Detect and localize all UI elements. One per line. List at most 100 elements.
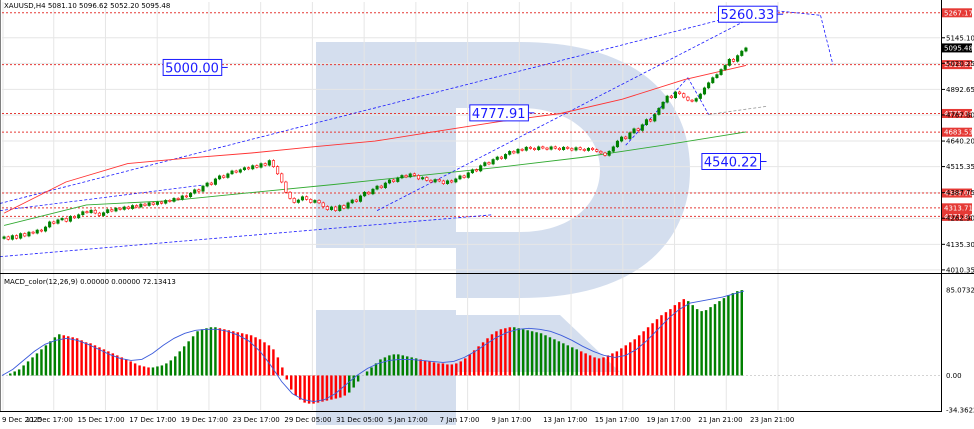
candle-body — [126, 206, 130, 209]
forecast-line — [687, 77, 709, 115]
time-tick-label: 13 Jan 17:00 — [543, 416, 587, 424]
candle-body — [450, 180, 454, 183]
candle-body — [545, 147, 549, 150]
candle-body — [172, 198, 176, 202]
candle-body — [97, 212, 101, 216]
candle-body — [392, 179, 396, 182]
candle-body — [400, 175, 404, 179]
price-tick-label: 4515.35 — [946, 163, 974, 171]
candle-body — [363, 191, 367, 197]
price-tick-label: 4767.80 — [946, 111, 974, 119]
candle-body — [694, 98, 698, 102]
time-tick-label: 31 Dec 05:00 — [336, 416, 383, 424]
candle-body — [110, 209, 114, 212]
candle-body — [238, 169, 242, 173]
moving-average-green — [3, 131, 746, 226]
channel-mid-line — [0, 184, 204, 212]
candle-body — [52, 221, 56, 224]
candle-body — [267, 160, 271, 166]
candle-body — [226, 173, 230, 178]
candle-body — [106, 209, 110, 213]
candle-body — [197, 189, 201, 192]
price-tick-label: 4892.65 — [946, 86, 974, 94]
candle-body — [711, 77, 715, 84]
price-level-tag — [942, 60, 972, 70]
candle-body — [180, 195, 184, 200]
candle-body — [255, 165, 259, 168]
time-tick-label: 15 Dec 17:00 — [77, 416, 124, 424]
candle-body — [653, 114, 657, 122]
candle-body — [358, 195, 363, 202]
price-axis[interactable]: 5145.10 5020.25 4892.65 4767.80 4640.20 4515.… — [941, 34, 974, 274]
macd-tick-label: 0.00 — [946, 372, 962, 380]
candle-body — [176, 198, 180, 200]
candle-body — [313, 200, 317, 203]
candle-body — [723, 65, 727, 70]
candle-body — [462, 175, 466, 178]
candle-body — [354, 199, 358, 202]
candle-body — [234, 170, 238, 173]
candle-body — [329, 206, 334, 210]
candle-body — [209, 182, 213, 185]
price-level-tag — [942, 108, 972, 118]
price-level-label: 4775.04 — [944, 110, 973, 118]
candle-body — [636, 128, 640, 131]
candle-body — [673, 91, 678, 99]
time-tick-label: 15 Jan 17:00 — [595, 416, 639, 424]
candle-body — [160, 201, 164, 204]
candle-body — [437, 179, 441, 182]
candle-body — [72, 216, 77, 219]
candle-body — [383, 182, 387, 189]
price-level-label: 4271.84 — [944, 213, 973, 221]
price-tick-label: 4387.75 — [946, 189, 974, 197]
candle-body — [280, 173, 284, 183]
price-annotations: 5260.33 5000.00 4777.91 4540.22 — [162, 5, 784, 171]
macd-header: MACD_color(12,26,9) 0.00000 0.00000 72.1… — [4, 278, 176, 286]
candle-body — [591, 147, 595, 150]
price-tick-label: 4640.20 — [946, 138, 974, 146]
annotation-label: 4777.91 — [472, 107, 526, 122]
candle-body — [81, 211, 85, 216]
time-tick-label: 9 Dec 2025 — [2, 416, 42, 424]
candle-body — [2, 236, 6, 239]
candle-body — [48, 221, 52, 228]
candle-body — [425, 177, 429, 181]
candle-body — [147, 202, 151, 206]
candle-body — [470, 169, 474, 174]
candle-body — [35, 229, 39, 234]
channel-upper-line — [0, 7, 767, 204]
candle-body — [85, 211, 89, 213]
current-price-tag — [942, 43, 972, 53]
candle-body — [595, 149, 599, 152]
time-tick-label: 5 Jan 17:00 — [388, 416, 428, 424]
candle-body — [491, 159, 495, 165]
candle-body — [371, 188, 375, 195]
candle-body — [744, 47, 748, 52]
candle-body — [582, 148, 586, 151]
candle-body — [665, 95, 669, 103]
annotation-label: 5000.00 — [165, 61, 219, 76]
candle-body — [458, 175, 462, 180]
horizontal-levels: 5267.17 5013.81 4775.04 4683.53 4386.00 4313.… — [2, 8, 973, 221]
candle-body — [379, 185, 383, 189]
candle-body — [620, 136, 624, 142]
candle-body — [296, 199, 300, 203]
candle-body — [632, 128, 636, 134]
time-tick-label: 21 Jan 21:00 — [698, 416, 742, 424]
candle-body — [661, 101, 665, 109]
candle-body — [305, 196, 309, 200]
candle-body — [201, 185, 205, 192]
candle-body — [247, 167, 251, 170]
symbol-header: XAUUSD,H4 5081.10 5096.62 5052.20 5095.4… — [4, 2, 170, 10]
candle-body — [60, 218, 64, 221]
candle-body — [504, 154, 508, 159]
candle-body — [707, 82, 711, 89]
time-tick-label: 17 Dec 17:00 — [129, 416, 176, 424]
candle-body — [528, 146, 532, 149]
candle-body — [213, 178, 217, 185]
time-tick-label: 11 Dec 17:00 — [26, 416, 73, 424]
candle-body — [155, 201, 159, 205]
